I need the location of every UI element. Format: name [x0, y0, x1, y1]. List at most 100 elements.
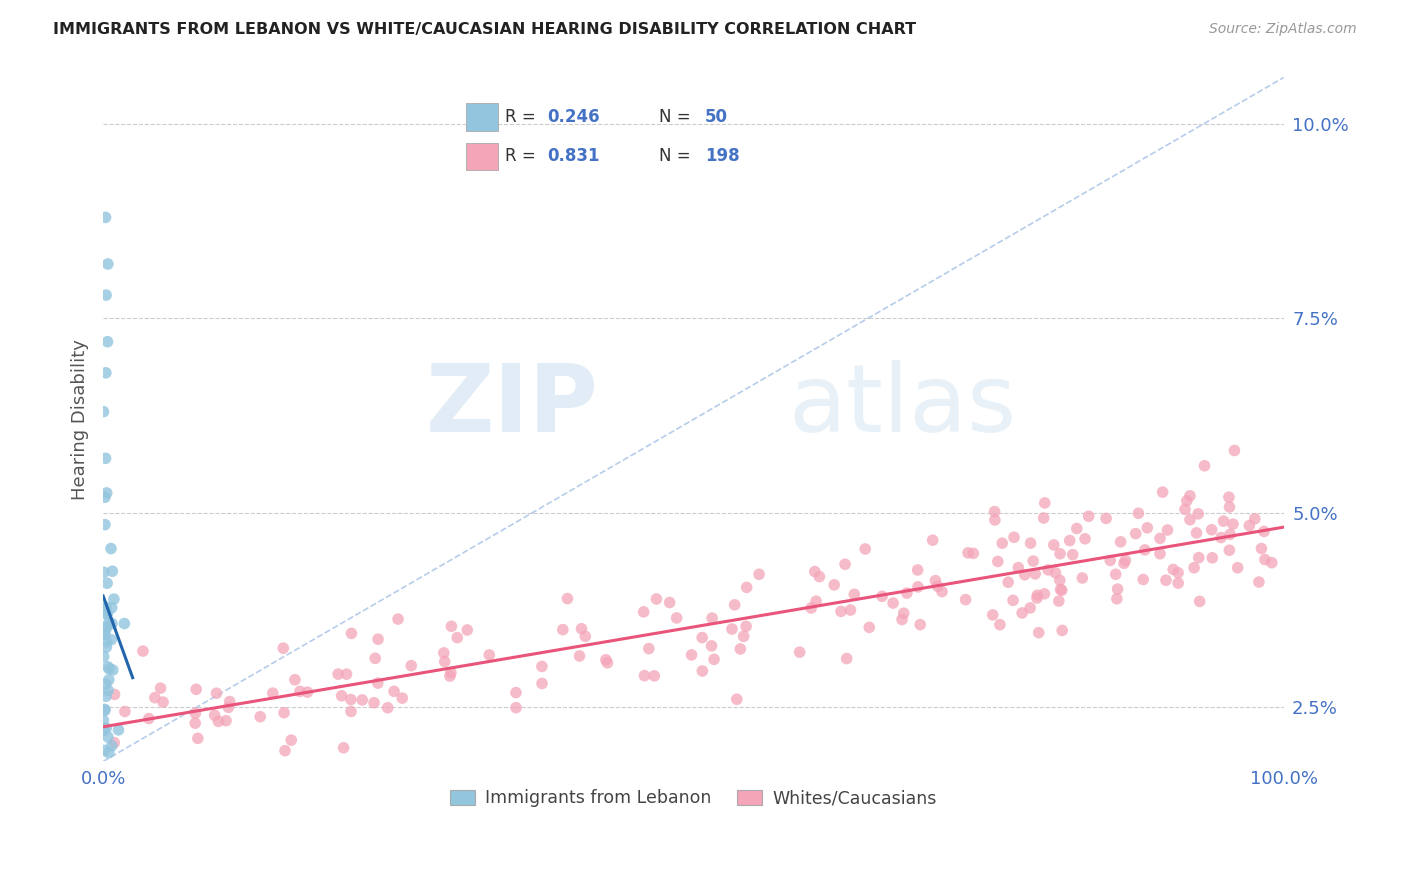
Y-axis label: Hearing Disability: Hearing Disability [72, 339, 89, 500]
Point [391, 691, 413, 706]
Point [595, 653, 617, 667]
Point [835, 651, 858, 665]
Point [1136, 521, 1159, 535]
Point [723, 598, 745, 612]
Point [204, 708, 226, 723]
Point [1095, 511, 1118, 525]
Point [1002, 530, 1025, 544]
Point [870, 589, 893, 603]
Point [1105, 567, 1128, 582]
Point [988, 617, 1011, 632]
Point [97, 746, 120, 760]
Point [107, 723, 129, 737]
Point [1032, 511, 1054, 525]
Point [568, 648, 591, 663]
Point [218, 694, 240, 708]
Point [97, 257, 120, 271]
Point [132, 644, 155, 658]
Point [1011, 606, 1033, 620]
Point [93, 601, 115, 615]
Text: IMMIGRANTS FROM LEBANON VS WHITE/CAUCASIAN HEARING DISABILITY CORRELATION CHART: IMMIGRANTS FROM LEBANON VS WHITE/CAUCASI… [53, 22, 917, 37]
Point [440, 665, 463, 680]
Point [924, 574, 946, 588]
Point [94, 677, 117, 691]
Point [93, 743, 115, 757]
Point [1218, 500, 1240, 514]
Point [957, 546, 980, 560]
Point [440, 619, 463, 633]
Point [505, 685, 527, 699]
Point [103, 687, 125, 701]
Point [1062, 548, 1084, 562]
Point [665, 611, 688, 625]
Point [1049, 582, 1071, 597]
Point [907, 580, 929, 594]
Point [273, 706, 295, 720]
Point [891, 613, 914, 627]
Point [748, 567, 770, 582]
Point [340, 692, 363, 706]
Point [730, 642, 752, 657]
Point [94, 607, 117, 621]
Point [1254, 552, 1277, 566]
Point [1026, 591, 1049, 605]
Point [681, 648, 703, 662]
Point [1243, 512, 1265, 526]
Point [1182, 560, 1205, 574]
Point [927, 579, 949, 593]
Point [1261, 556, 1284, 570]
Point [1112, 557, 1135, 571]
Point [1154, 573, 1177, 587]
Point [1059, 533, 1081, 548]
Point [288, 684, 311, 698]
Point [93, 785, 115, 799]
Point [205, 686, 228, 700]
Point [1036, 563, 1059, 577]
Point [962, 546, 984, 560]
Point [340, 626, 363, 640]
Point [94, 517, 117, 532]
Point [1250, 541, 1272, 556]
Point [1007, 560, 1029, 574]
Point [96, 576, 118, 591]
Point [1167, 576, 1189, 591]
Point [700, 639, 723, 653]
Point [297, 685, 319, 699]
Point [1178, 513, 1201, 527]
Point [858, 620, 880, 634]
Point [1019, 536, 1042, 550]
Point [377, 700, 399, 714]
Point [284, 673, 307, 687]
Point [557, 591, 579, 606]
Point [364, 651, 387, 665]
Point [1014, 567, 1036, 582]
Point [1253, 524, 1275, 539]
Point [186, 682, 208, 697]
Point [94, 366, 117, 380]
Legend: Immigrants from Lebanon, Whites/Caucasians: Immigrants from Lebanon, Whites/Caucasia… [443, 782, 943, 814]
Point [96, 334, 118, 349]
Point [215, 714, 238, 728]
Point [94, 451, 117, 466]
Point [1050, 583, 1073, 598]
Point [984, 513, 1007, 527]
Point [93, 723, 115, 738]
Point [1194, 458, 1216, 473]
Point [330, 689, 353, 703]
Point [574, 629, 596, 643]
Point [1212, 514, 1234, 528]
Point [96, 721, 118, 735]
Point [645, 591, 668, 606]
Point [1149, 547, 1171, 561]
Point [721, 622, 744, 636]
Point [96, 640, 118, 654]
Point [981, 607, 1004, 622]
Point [96, 486, 118, 500]
Point [1156, 523, 1178, 537]
Point [1223, 443, 1246, 458]
Point [94, 627, 117, 641]
Point [983, 505, 1005, 519]
Point [1167, 566, 1189, 580]
Point [1071, 571, 1094, 585]
Point [100, 541, 122, 556]
